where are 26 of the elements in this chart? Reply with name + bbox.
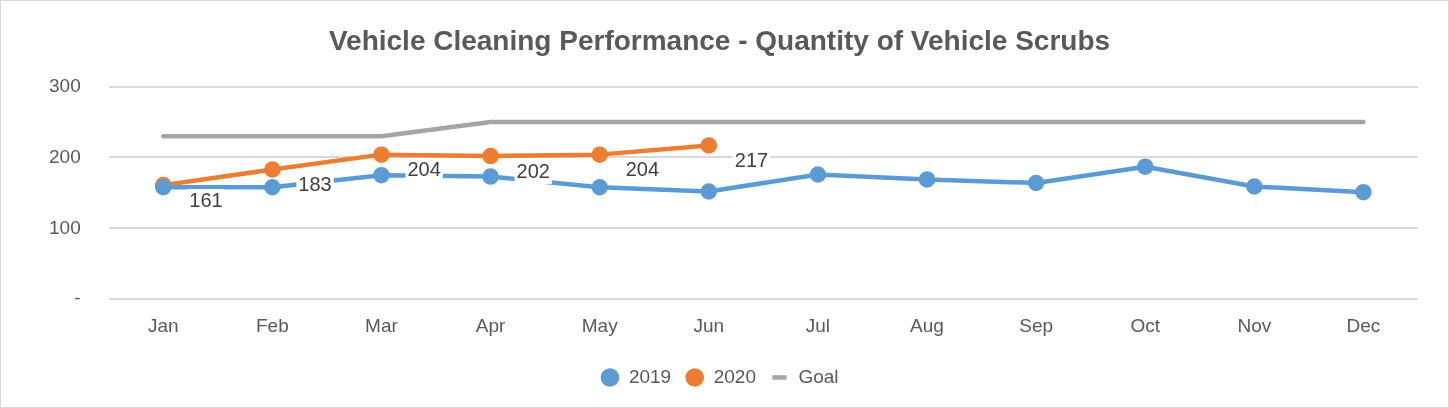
x-tick-label: Mar: [365, 314, 399, 336]
data-label: 204: [625, 158, 660, 181]
x-tick-label: Oct: [1130, 314, 1161, 336]
chart-title: Vehicle Cleaning Performance - Quantity of Vehicle Scrubs: [328, 24, 1111, 56]
x-tick-label: Jun: [693, 314, 725, 336]
x-tick-label: Feb: [255, 314, 289, 336]
x-tick-label: Aug: [910, 314, 944, 336]
y-tick-label: 300: [49, 74, 81, 96]
legend-label: Goal: [798, 365, 839, 387]
data-label: 204: [407, 158, 441, 181]
x-tick-label: Jul: [805, 314, 831, 336]
x-tick-label: Sep: [1019, 314, 1054, 336]
y-tick-label: 100: [49, 216, 81, 238]
data-label: 183: [298, 173, 332, 196]
data-label: 161: [189, 188, 223, 211]
x-tick-label: Nov: [1237, 314, 1272, 336]
legend-label: 2019: [628, 365, 672, 387]
data-label: 217: [734, 148, 769, 171]
x-tick-label: Apr: [475, 314, 507, 336]
x-tick-label: May: [581, 314, 619, 336]
y-tick-label: -: [74, 287, 81, 309]
legend-label: 2020: [713, 365, 756, 387]
data-label: 202: [516, 159, 550, 182]
x-tick-label: Dec: [1346, 314, 1381, 336]
x-tick-label: Jan: [147, 314, 179, 336]
y-tick-label: 200: [49, 145, 81, 167]
